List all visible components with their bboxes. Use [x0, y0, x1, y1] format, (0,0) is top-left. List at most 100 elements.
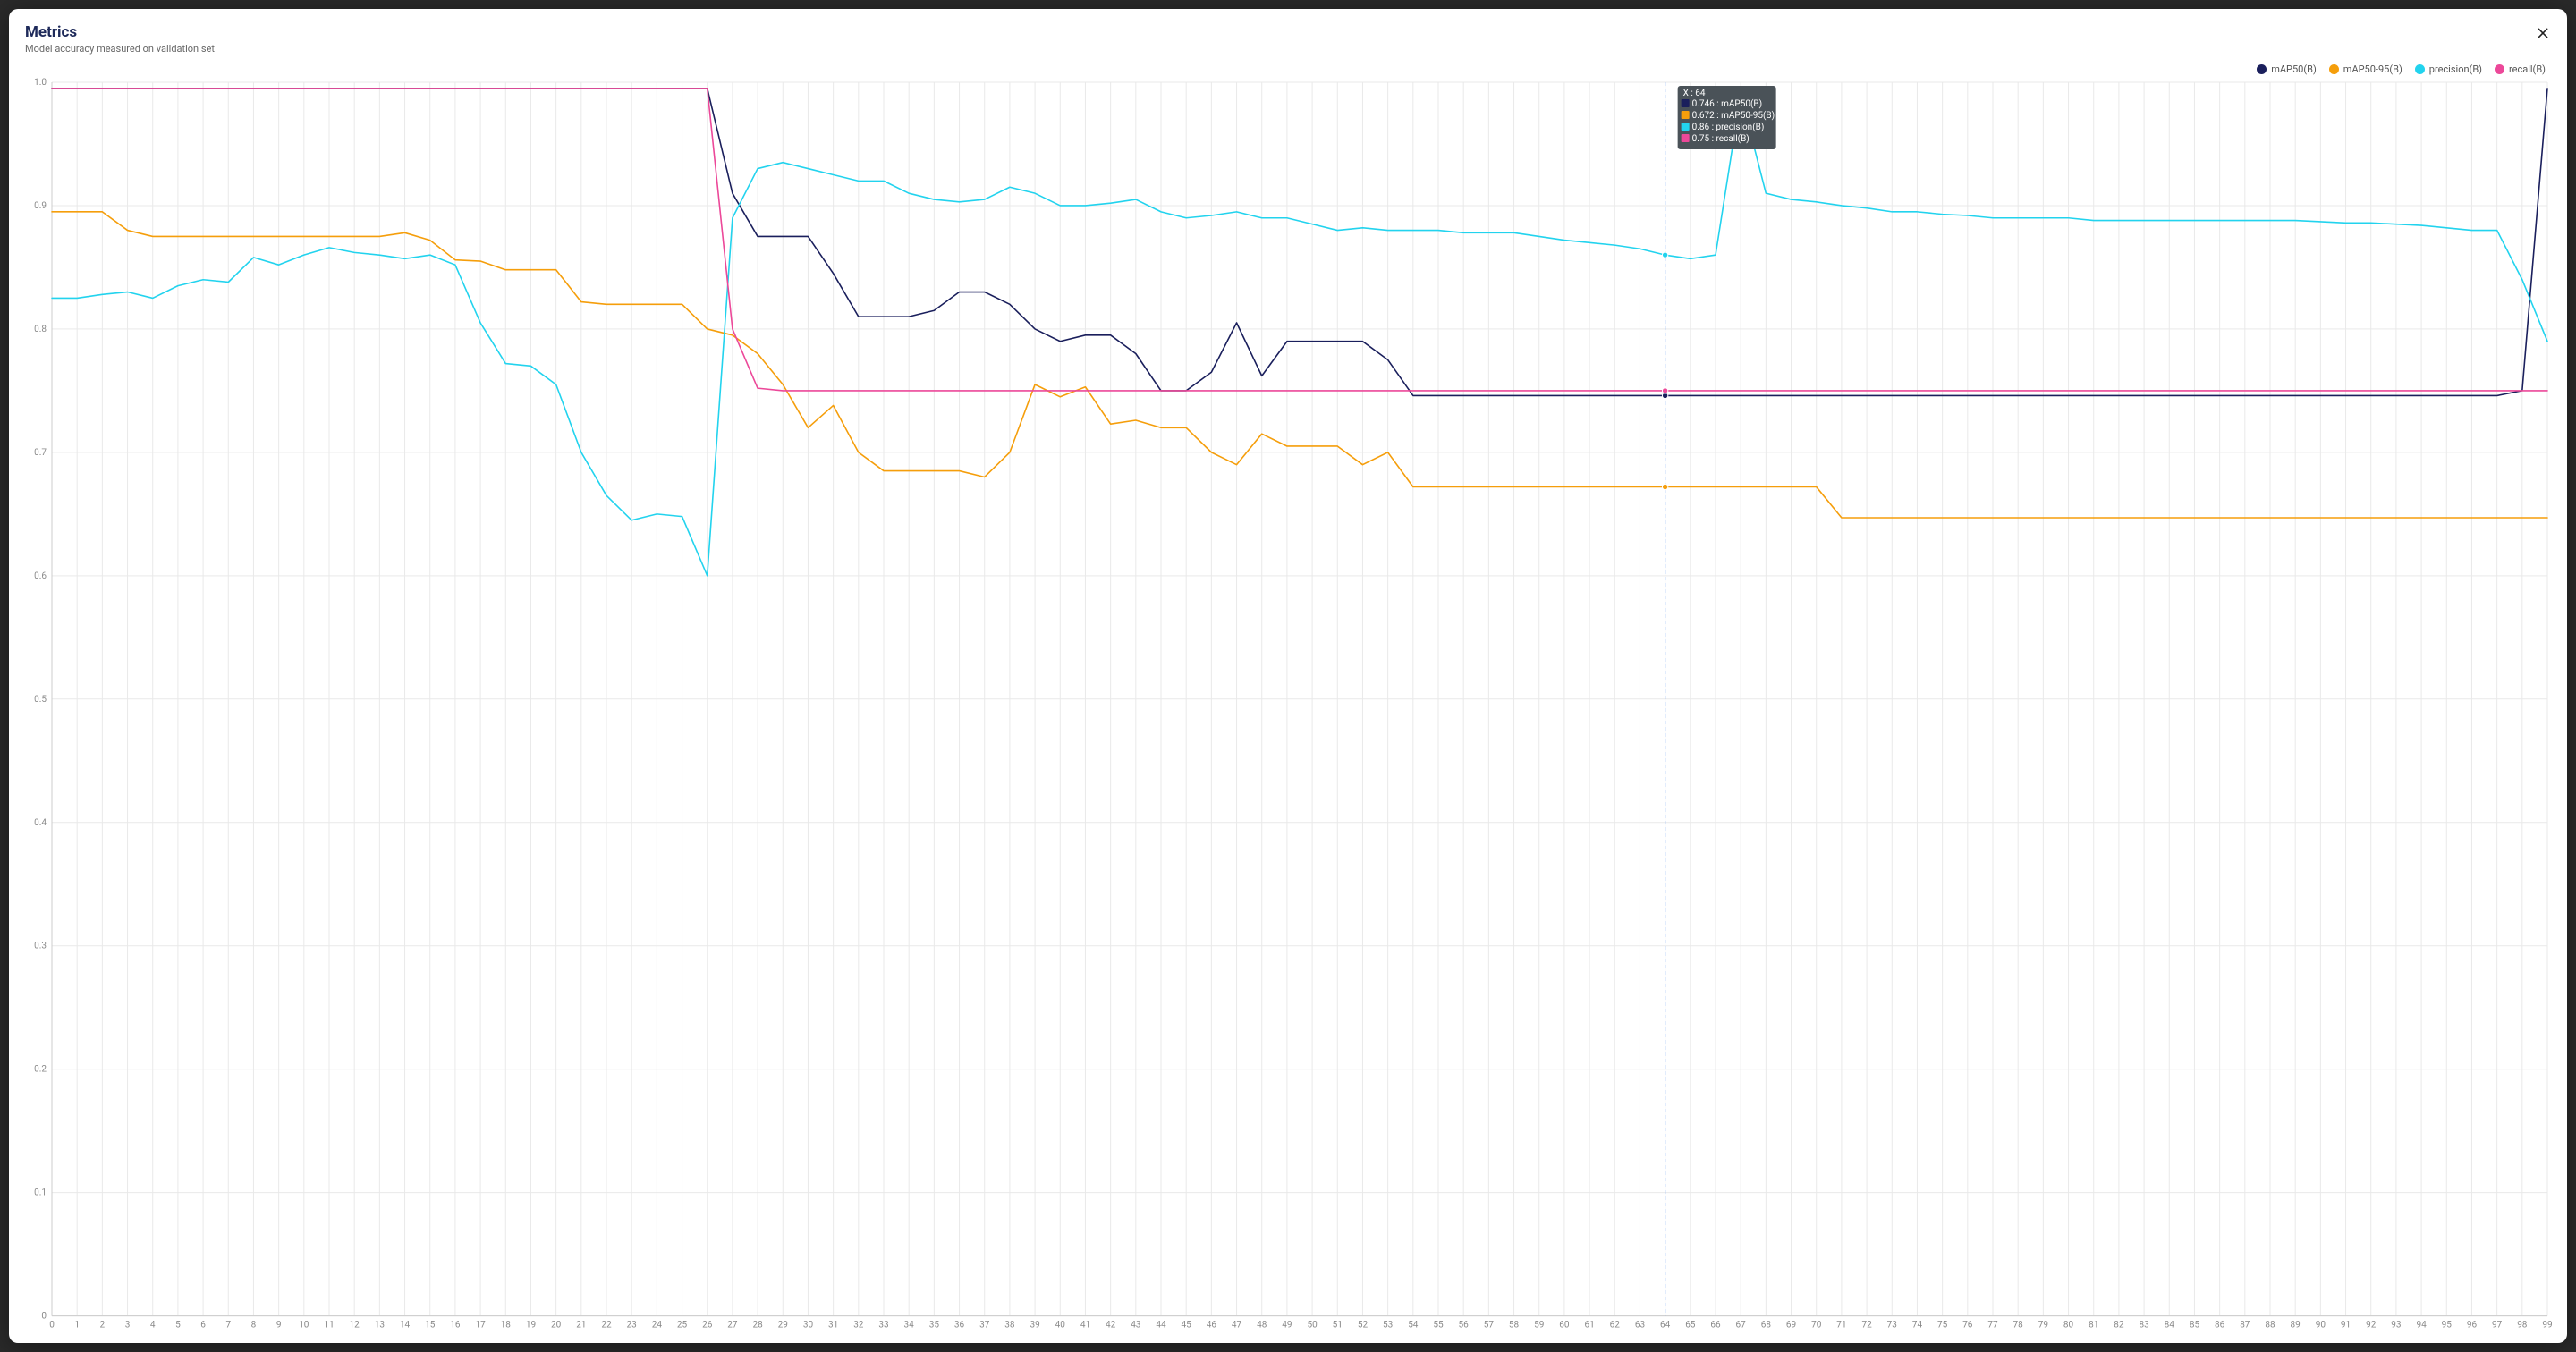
svg-text:39: 39	[1030, 1321, 1039, 1331]
legend-swatch	[2415, 64, 2425, 74]
svg-text:0.1: 0.1	[34, 1188, 47, 1198]
svg-text:88: 88	[2265, 1321, 2275, 1331]
svg-text:0.3: 0.3	[34, 942, 47, 951]
svg-text:35: 35	[929, 1321, 940, 1331]
svg-text:80: 80	[2063, 1321, 2074, 1331]
metrics-line-chart[interactable]: 0123456789101112131415161718192021222324…	[21, 77, 2555, 1336]
svg-text:58: 58	[1509, 1321, 1520, 1331]
svg-text:91: 91	[2341, 1321, 2351, 1331]
svg-text:54: 54	[1408, 1321, 1419, 1331]
svg-text:14: 14	[400, 1321, 411, 1331]
svg-text:19: 19	[526, 1321, 536, 1331]
svg-text:20: 20	[551, 1321, 562, 1331]
svg-text:23: 23	[627, 1321, 637, 1331]
modal-subtitle: Model accuracy measured on validation se…	[25, 43, 2549, 55]
svg-text:76: 76	[1962, 1321, 1973, 1331]
svg-text:47: 47	[1232, 1321, 1242, 1331]
svg-text:3: 3	[125, 1321, 131, 1331]
svg-text:49: 49	[1282, 1321, 1292, 1331]
legend-item[interactable]: mAP50(B)	[2257, 63, 2317, 75]
svg-text:6: 6	[200, 1321, 206, 1331]
svg-text:59: 59	[1534, 1321, 1544, 1331]
svg-text:7: 7	[225, 1321, 231, 1331]
svg-text:12: 12	[350, 1321, 360, 1331]
svg-text:61: 61	[1584, 1321, 1594, 1331]
modal-header: Metrics Model accuracy measured on valid…	[21, 23, 2555, 60]
legend-swatch	[2495, 64, 2504, 74]
svg-text:73: 73	[1887, 1321, 1897, 1331]
svg-text:64: 64	[1660, 1321, 1671, 1331]
svg-text:15: 15	[425, 1321, 436, 1331]
svg-text:27: 27	[727, 1321, 738, 1331]
svg-text:77: 77	[1987, 1321, 1998, 1331]
legend-item[interactable]: mAP50-95(B)	[2329, 63, 2402, 75]
legend-label: recall(B)	[2509, 63, 2546, 75]
svg-text:1: 1	[74, 1321, 80, 1331]
svg-text:0.75 : recall(B): 0.75 : recall(B)	[1692, 133, 1750, 144]
svg-text:38: 38	[1004, 1321, 1015, 1331]
svg-text:1.0: 1.0	[34, 78, 47, 88]
svg-text:67: 67	[1736, 1321, 1747, 1331]
legend-item[interactable]: recall(B)	[2495, 63, 2546, 75]
svg-text:65: 65	[1685, 1321, 1696, 1331]
svg-text:43: 43	[1131, 1321, 1140, 1331]
svg-text:97: 97	[2492, 1321, 2503, 1331]
svg-text:30: 30	[803, 1321, 814, 1331]
legend-item[interactable]: precision(B)	[2415, 63, 2482, 75]
svg-text:18: 18	[501, 1321, 512, 1331]
legend-swatch	[2329, 64, 2339, 74]
svg-text:69: 69	[1786, 1321, 1796, 1331]
chart-legend: mAP50(B) mAP50-95(B) precision(B) recall(B)	[21, 60, 2555, 77]
svg-text:2: 2	[100, 1321, 106, 1331]
svg-text:68: 68	[1761, 1321, 1772, 1331]
legend-label: mAP50-95(B)	[2343, 63, 2402, 75]
svg-text:24: 24	[652, 1321, 663, 1331]
svg-text:93: 93	[2391, 1321, 2401, 1331]
svg-text:72: 72	[1861, 1321, 1872, 1331]
svg-text:46: 46	[1207, 1321, 1217, 1331]
svg-text:28: 28	[752, 1321, 763, 1331]
svg-text:5: 5	[175, 1321, 181, 1331]
svg-text:40: 40	[1055, 1321, 1066, 1331]
svg-text:83: 83	[2139, 1321, 2148, 1331]
svg-text:25: 25	[677, 1321, 688, 1331]
svg-text:75: 75	[1937, 1321, 1948, 1331]
svg-text:0.4: 0.4	[34, 818, 47, 828]
svg-text:74: 74	[1912, 1321, 1923, 1331]
svg-text:94: 94	[2416, 1321, 2427, 1331]
svg-text:10: 10	[299, 1321, 309, 1331]
close-icon	[2536, 26, 2550, 40]
svg-text:87: 87	[2240, 1321, 2250, 1331]
svg-text:50: 50	[1307, 1321, 1318, 1331]
svg-text:34: 34	[904, 1321, 915, 1331]
svg-text:0.6: 0.6	[34, 571, 47, 581]
svg-text:53: 53	[1383, 1321, 1393, 1331]
svg-text:33: 33	[878, 1321, 888, 1331]
svg-text:29: 29	[778, 1321, 788, 1331]
svg-text:X : 64: X : 64	[1683, 89, 1706, 98]
svg-text:71: 71	[1836, 1321, 1846, 1331]
svg-text:60: 60	[1559, 1321, 1570, 1331]
svg-text:0.9: 0.9	[34, 201, 47, 211]
svg-text:0.7: 0.7	[34, 448, 47, 458]
svg-text:66: 66	[1710, 1321, 1721, 1331]
svg-text:0.8: 0.8	[34, 325, 47, 334]
svg-text:36: 36	[954, 1321, 965, 1331]
svg-text:9: 9	[276, 1321, 282, 1331]
svg-text:0.746 : mAP50(B): 0.746 : mAP50(B)	[1692, 98, 1762, 109]
svg-text:21: 21	[576, 1321, 586, 1331]
svg-text:0.5: 0.5	[34, 695, 47, 705]
close-button[interactable]	[2533, 23, 2553, 43]
svg-text:41: 41	[1080, 1321, 1090, 1331]
svg-text:31: 31	[828, 1321, 838, 1331]
svg-text:70: 70	[1811, 1321, 1822, 1331]
legend-label: precision(B)	[2429, 63, 2482, 75]
svg-text:48: 48	[1257, 1321, 1267, 1331]
metrics-modal: Metrics Model accuracy measured on valid…	[9, 9, 2567, 1343]
modal-title: Metrics	[25, 23, 2549, 41]
chart-container: 0123456789101112131415161718192021222324…	[21, 77, 2555, 1336]
legend-swatch	[2257, 64, 2267, 74]
svg-text:90: 90	[2316, 1321, 2326, 1331]
svg-text:81: 81	[2089, 1321, 2098, 1331]
svg-text:0.672 : mAP50-95(B): 0.672 : mAP50-95(B)	[1692, 110, 1775, 121]
